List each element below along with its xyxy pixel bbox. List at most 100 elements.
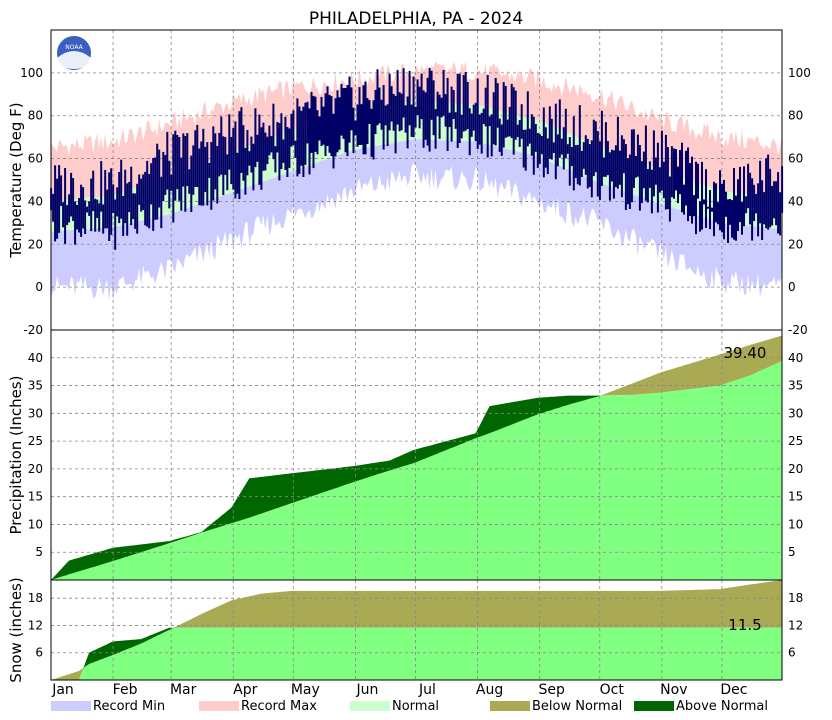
observed-temp-bar [630, 129, 633, 203]
observed-temp-bar [765, 158, 768, 229]
observed-temp-bar [342, 88, 345, 139]
observed-temp-bar [358, 87, 361, 145]
snow-tick-label-right: 18 [788, 591, 803, 605]
observed-temp-bar [464, 72, 467, 131]
observed-temp-bar [414, 106, 417, 128]
observed-temp-bar [600, 110, 603, 186]
observed-temp-bar [170, 174, 173, 191]
precipitation-tick-label-left: 35 [28, 379, 43, 393]
observed-temp-bar [484, 87, 487, 127]
month-label: Feb [113, 682, 138, 698]
observed-temp-bar [288, 128, 291, 168]
observed-temp-bar [224, 137, 227, 175]
snow-tick-label-left: 12 [28, 618, 43, 632]
month-label: Oct [600, 682, 625, 698]
noaa-logo-text: NOAA [65, 44, 83, 51]
observed-temp-bar [50, 188, 53, 211]
observed-temp-bar [248, 151, 251, 166]
legend-swatch [350, 701, 390, 711]
observed-temp-bar [402, 68, 405, 118]
observed-temp-bar [707, 206, 709, 209]
temperature-panel: -20 -20 0 0 20 20 40 40 60 60 80 80 100 100 Temperatur… [7, 29, 811, 337]
observed-temp-bar [208, 163, 211, 178]
temperature-tick-label-right: 40 [788, 194, 803, 208]
observed-temp-bar [348, 76, 351, 143]
legend-label: Record Max [241, 699, 317, 714]
observed-temp-bar [374, 89, 377, 134]
observed-temp-bar [743, 166, 745, 227]
observed-temp-bar [470, 113, 473, 137]
observed-temp-bar [685, 150, 687, 206]
observed-temp-bar [200, 141, 203, 206]
observed-temp-bar [382, 85, 385, 150]
observed-temp-bar [512, 87, 515, 155]
observed-temp-bar [438, 94, 441, 139]
observed-temp-bar [691, 156, 693, 224]
observed-temp-bar [416, 79, 419, 115]
observed-temp-bar [280, 113, 283, 170]
observed-temp-bar [664, 134, 667, 210]
observed-temp-bar [138, 174, 141, 205]
observed-temp-bar [648, 161, 651, 188]
observed-temp-bar [228, 114, 231, 170]
observed-temp-bar [210, 142, 213, 210]
observed-temp-bar [598, 141, 601, 200]
observed-temp-bar [687, 147, 689, 222]
observed-temp-bar [296, 98, 299, 177]
observed-temp-bar [262, 122, 265, 171]
observed-temp-bar [632, 129, 635, 188]
observed-temp-bar [586, 138, 589, 189]
observed-temp-bar [172, 134, 175, 223]
observed-temp-bar [498, 118, 501, 152]
observed-temp-bar [256, 134, 259, 162]
precipitation-tick-label-left: 20 [28, 462, 43, 476]
legend-swatch [490, 701, 530, 711]
observed-temp-bar [400, 93, 403, 131]
observed-temp-bar [735, 195, 737, 241]
observed-temp-bar [412, 76, 415, 138]
observed-temp-bar [308, 108, 311, 175]
observed-temp-bar [602, 157, 605, 177]
observed-temp-bar [234, 121, 237, 199]
observed-temp-bar [212, 126, 215, 201]
observed-temp-bar [66, 205, 69, 226]
observed-temp-bar [406, 96, 409, 149]
observed-temp-bar [214, 133, 217, 190]
observed-temp-bar [238, 111, 241, 200]
observed-temp-bar [560, 138, 563, 155]
precipitation-tick-label-left: 25 [28, 434, 43, 448]
observed-temp-bar [264, 132, 267, 171]
observed-temp-bar [478, 114, 481, 145]
observed-temp-bar [62, 202, 65, 228]
observed-temp-bar [500, 124, 503, 156]
observed-temp-bar [482, 108, 485, 124]
observed-temp-bar [88, 201, 91, 216]
observed-temp-bar [642, 151, 645, 189]
observed-temp-bar [578, 105, 581, 186]
observed-temp-bar [366, 98, 369, 144]
observed-temp-bar [140, 178, 143, 212]
observed-temp-bar [568, 137, 571, 186]
observed-temp-bar [616, 116, 619, 189]
observed-temp-bar [757, 183, 760, 237]
observed-temp-bar [715, 183, 717, 223]
observed-temp-bar [318, 116, 321, 141]
snow-tick-label-right: 6 [788, 646, 796, 660]
observed-temp-bar [506, 119, 509, 137]
month-label: May [291, 682, 320, 698]
observed-temp-bar [496, 83, 499, 128]
observed-temp-bar [701, 161, 703, 230]
observed-temp-bar [572, 116, 575, 191]
observed-temp-bar [320, 96, 323, 146]
snow-total-label: 11.5 [728, 616, 761, 634]
observed-temp-bar [474, 102, 477, 142]
observed-temp-bar [442, 69, 445, 116]
observed-temp-bar [86, 206, 89, 213]
observed-temp-bar [368, 100, 371, 124]
observed-temp-bar [570, 147, 573, 167]
observed-temp-bar [180, 157, 183, 211]
observed-temp-bar [192, 145, 195, 195]
observed-temp-bar [150, 163, 153, 205]
snow-base-fill [51, 627, 782, 680]
observed-temp-bar [610, 149, 613, 182]
